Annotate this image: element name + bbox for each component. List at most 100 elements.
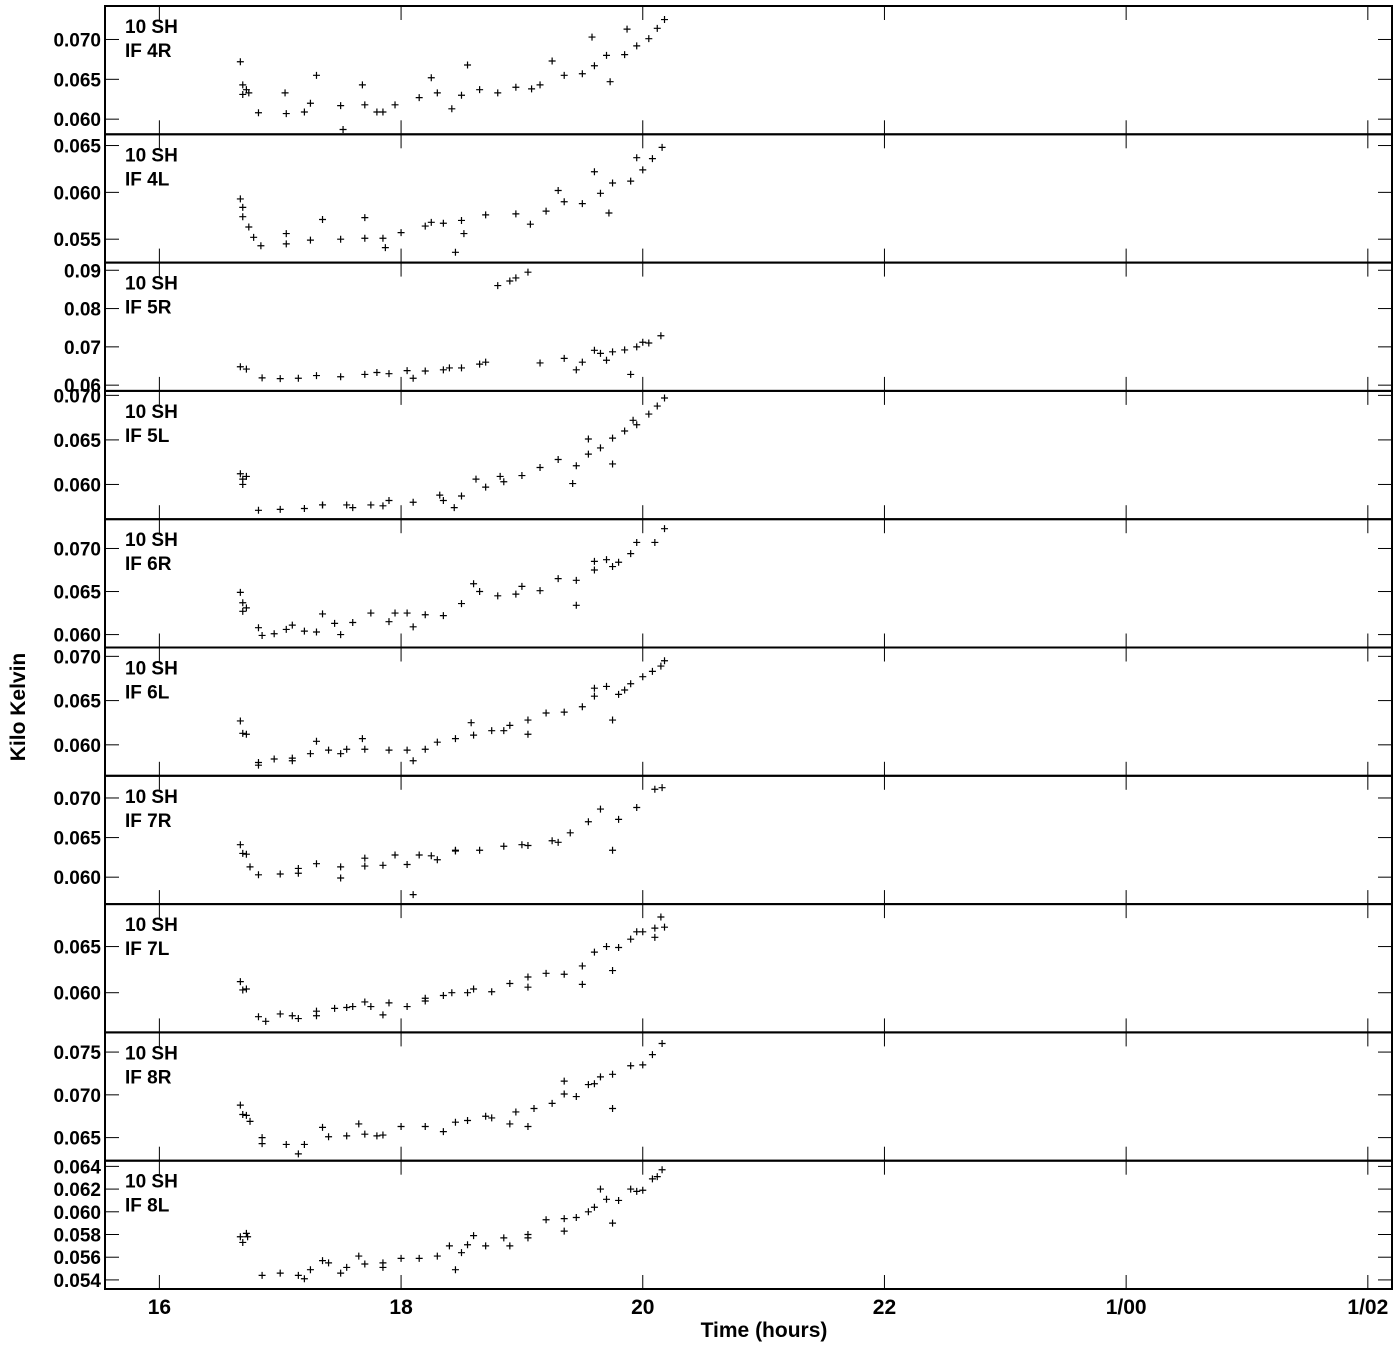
data-point [306, 750, 314, 758]
data-point [239, 1111, 247, 1119]
data-point [615, 1196, 623, 1204]
data-point [476, 86, 484, 94]
data-point [524, 1234, 532, 1242]
data-point [518, 841, 526, 849]
data-point [464, 989, 472, 997]
data-point [421, 222, 429, 230]
panel-label-if: IF 4L [125, 169, 170, 190]
data-point [306, 1266, 314, 1274]
data-point [560, 1215, 568, 1223]
data-point [250, 233, 258, 241]
y-tick-label: 0.060 [53, 183, 101, 204]
data-point [343, 501, 351, 509]
data-point [500, 842, 508, 850]
y-tick-label: 0.075 [53, 1043, 101, 1064]
data-point [578, 70, 586, 78]
y-tick-label: 0.065 [53, 829, 101, 850]
data-point [262, 1017, 270, 1025]
data-point [603, 943, 611, 951]
data-point [648, 1175, 656, 1183]
data-point [629, 416, 637, 424]
data-point [657, 662, 665, 670]
panel-points [236, 394, 669, 514]
data-point [331, 1004, 339, 1012]
data-point [427, 218, 435, 226]
data-point [236, 1233, 244, 1241]
data-point [282, 240, 290, 248]
y-tick-label: 0.065 [53, 70, 101, 91]
data-point [609, 179, 617, 187]
data-point [578, 980, 586, 988]
data-point [524, 973, 532, 981]
data-point [276, 1269, 284, 1277]
data-point [236, 588, 244, 596]
data-point [361, 370, 369, 378]
panel-label-if: IF 7R [125, 811, 172, 832]
data-point [358, 81, 366, 89]
data-point [526, 220, 534, 228]
data-point [276, 505, 284, 513]
data-point [661, 923, 669, 931]
data-point [421, 994, 429, 1002]
data-point [439, 1128, 447, 1136]
data-point [381, 244, 389, 252]
data-point [300, 1275, 308, 1283]
data-point [615, 815, 623, 823]
panel-points [236, 16, 669, 134]
data-point [421, 611, 429, 619]
data-point [572, 462, 580, 470]
y-tick-label: 0.09 [64, 261, 101, 282]
data-point [421, 367, 429, 375]
data-point [572, 601, 580, 609]
data-point [276, 870, 284, 878]
data-point [657, 913, 665, 921]
data-point [433, 738, 441, 746]
data-point [596, 805, 604, 813]
data-point [319, 610, 327, 618]
data-point [282, 1140, 290, 1148]
data-point [445, 1242, 453, 1250]
data-point [451, 1266, 459, 1274]
data-point [536, 81, 544, 89]
data-point [518, 472, 526, 480]
panel-label-source: 10 SH [125, 1043, 178, 1064]
data-point [512, 210, 520, 218]
data-point [300, 505, 308, 513]
data-point [312, 71, 320, 79]
data-point [312, 860, 320, 868]
data-point [409, 757, 417, 765]
data-point [524, 730, 532, 738]
data-point [524, 716, 532, 724]
data-point [236, 363, 244, 371]
data-point [506, 277, 514, 285]
data-point [627, 935, 635, 943]
data-point [512, 274, 520, 282]
y-tick-label: 0.060 [53, 736, 101, 757]
panel-points [236, 525, 669, 639]
data-point [361, 745, 369, 753]
panel-4: 0.060 0.065 0.070 10 SH IF 5L [53, 386, 1393, 521]
data-point [349, 619, 357, 627]
data-point [603, 682, 611, 690]
data-point [415, 851, 423, 859]
data-point [427, 74, 435, 82]
data-point [358, 735, 366, 743]
y-tick-label: 0.060 [53, 1203, 101, 1224]
data-point [379, 502, 387, 510]
data-point [657, 332, 665, 340]
data-point [588, 33, 596, 41]
data-point [590, 692, 598, 700]
data-point [627, 1062, 635, 1070]
data-point [584, 435, 592, 443]
data-point [239, 849, 247, 857]
panel-points [236, 913, 669, 1025]
data-point [306, 236, 314, 244]
data-point [294, 1271, 302, 1279]
data-point [457, 364, 465, 372]
data-point [554, 838, 562, 846]
data-point [482, 211, 490, 219]
data-point [379, 1011, 387, 1019]
data-point [236, 58, 244, 66]
panels-layer: 0.060 0.065 0.070 10 SH IF 4R 0.055 0.060 0.065… [53, 5, 1393, 1292]
data-point [282, 110, 290, 118]
